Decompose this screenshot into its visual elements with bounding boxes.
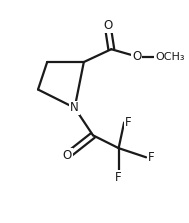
Text: N: N	[70, 101, 79, 114]
Text: F: F	[148, 151, 155, 164]
Text: O: O	[103, 19, 112, 32]
Text: F: F	[125, 116, 131, 129]
Text: OCH₃: OCH₃	[155, 52, 185, 62]
Text: F: F	[115, 171, 122, 184]
Text: O: O	[132, 50, 142, 63]
Text: O: O	[63, 149, 72, 162]
